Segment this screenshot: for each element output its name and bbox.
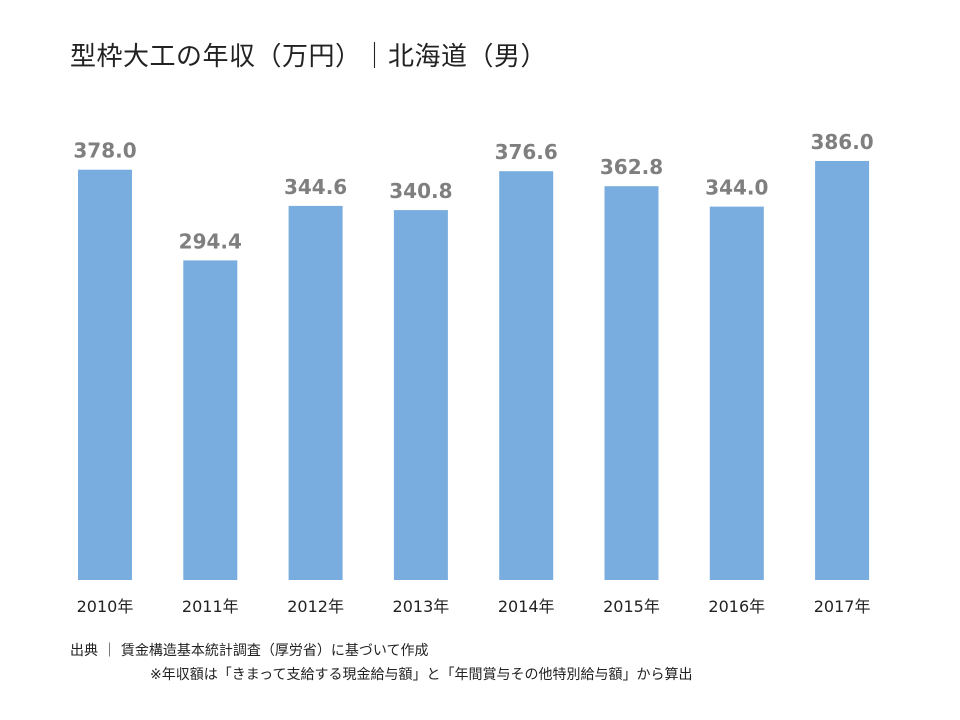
bar-0 [78,169,132,580]
bar-6 [709,206,764,580]
category-label-7: 2017年 [814,597,871,616]
bar-2 [288,205,343,580]
category-label-3: 2013年 [393,597,450,616]
bars-group [78,161,870,580]
value-labels-group: 378.0 294.4 344.6 340.8 376.6 362.8 344.0 386.0 [73,130,873,253]
bar-1 [183,260,238,580]
chart-title: 型枠大工の年収（万円）｜北海道（男） [70,42,548,72]
category-label-2: 2012年 [287,597,344,616]
value-label-7: 386.0 [810,130,873,154]
bar-3 [393,210,448,580]
value-label-4: 376.6 [495,140,558,164]
note-text: ※年収額は「きまって支給する現金給与額」と「年間賞与その他特別給与額」から算出 [150,667,693,683]
category-label-1: 2011年 [182,597,239,616]
category-label-5: 2015年 [603,597,660,616]
value-label-1: 294.4 [179,229,242,253]
category-labels-group: 2010年 2011年 2012年 2013年 2014年 2015年 2016年 2017年 [77,597,871,616]
value-label-2: 344.6 [284,175,347,199]
value-label-0: 378.0 [73,139,136,163]
value-label-6: 344.0 [705,176,768,200]
value-label-5: 362.8 [600,155,663,179]
bar-7 [815,161,870,580]
bar-5 [604,186,659,580]
category-label-0: 2010年 [77,597,134,616]
value-label-3: 340.8 [389,179,452,203]
category-label-6: 2016年 [708,597,765,616]
bar-4 [499,171,554,580]
source-text: 出典 ｜ 賃金構造基本統計調査（厚労省）に基づいて作成 [70,643,429,659]
category-label-4: 2014年 [498,597,555,616]
